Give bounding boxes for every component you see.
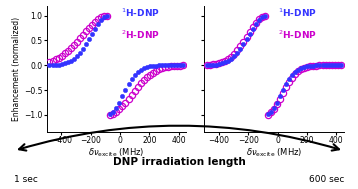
Y-axis label: Enhancement (normalized): Enhancement (normalized): [12, 17, 21, 121]
X-axis label: $\delta\nu_{\rm excite}$ (MHz): $\delta\nu_{\rm excite}$ (MHz): [246, 147, 302, 159]
Text: $^1$H-DNP: $^1$H-DNP: [278, 7, 317, 19]
Text: 1 sec: 1 sec: [14, 175, 38, 184]
Text: 600 sec: 600 sec: [309, 175, 344, 184]
Text: $^2$H-DNP: $^2$H-DNP: [278, 29, 317, 41]
Text: $^2$H-DNP: $^2$H-DNP: [121, 29, 159, 41]
Text: $^1$H-DNP: $^1$H-DNP: [121, 7, 159, 19]
Text: DNP irradiation length: DNP irradiation length: [113, 157, 245, 167]
X-axis label: $\delta\nu_{\rm excite}$ (MHz): $\delta\nu_{\rm excite}$ (MHz): [88, 147, 145, 159]
